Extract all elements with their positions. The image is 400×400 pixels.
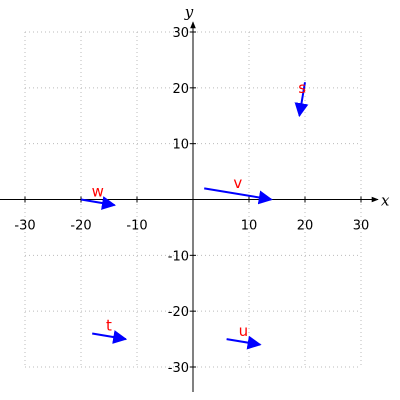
y-tick-label: -20	[168, 305, 189, 320]
y-tick-label: -30	[168, 361, 189, 376]
vector-label-v: v	[233, 174, 242, 192]
axes: x y	[0, 3, 390, 392]
vector-v	[204, 187, 273, 205]
vector-label-t: t	[106, 316, 112, 334]
y-tick-label: 20	[172, 82, 189, 97]
x-axis-label: x	[381, 192, 390, 210]
vectors: v s w t u	[80, 79, 309, 350]
x-tick-label: 10	[241, 219, 258, 234]
x-tick-label: 30	[353, 219, 370, 234]
tick-labels: -30 -20 -10 10 20 30 -30 -20 -10 10 20 30	[14, 26, 369, 376]
y-axis-label: y	[184, 3, 194, 21]
vector-w	[80, 196, 116, 210]
x-tick-label: -10	[126, 219, 147, 234]
y-tick-label: 10	[172, 138, 189, 153]
x-tick-label: -30	[14, 219, 35, 234]
vector-label-w: w	[92, 182, 104, 200]
y-tick-label: -10	[168, 249, 189, 264]
vector-t	[92, 330, 128, 344]
x-tick-label: -20	[70, 219, 91, 234]
vector-label-s: s	[298, 79, 306, 97]
y-tick-label: 30	[172, 26, 189, 41]
vector-u	[226, 335, 262, 350]
x-tick-label: 20	[297, 219, 314, 234]
vector-s	[294, 82, 309, 118]
vector-label-u: u	[239, 322, 249, 340]
